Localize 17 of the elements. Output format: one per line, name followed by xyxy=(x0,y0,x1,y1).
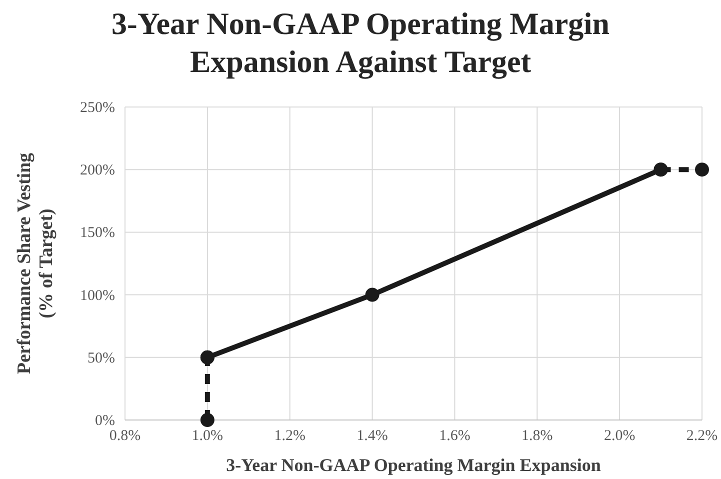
x-axis-title: 3-Year Non-GAAP Operating Margin Expansion xyxy=(226,455,601,475)
y-tick-label: 150% xyxy=(80,225,115,242)
x-tick-label: 0.8% xyxy=(109,428,141,444)
x-tick-label: 2.2% xyxy=(686,428,718,444)
x-tick-label: 1.4% xyxy=(356,428,388,444)
x-tick-label: 1.8% xyxy=(522,428,553,444)
y-axis-title: Performance Share Vesting (% of Target) xyxy=(14,152,57,374)
y-tick-label: 50% xyxy=(88,350,115,366)
chart-title: 3-Year Non-GAAP Operating Margin Expansion Against Target xyxy=(112,6,610,79)
x-tick-label: 2.0% xyxy=(604,428,636,444)
x-tick-label: 1.6% xyxy=(439,428,470,444)
y-tick-label: 100% xyxy=(80,288,115,304)
y-tick-label: 250% xyxy=(80,100,115,116)
y-tick-label: 0% xyxy=(95,413,115,429)
x-tick-label: 1.0% xyxy=(192,428,224,444)
y-tick-label: 200% xyxy=(80,162,115,179)
x-tick-label: 1.2% xyxy=(274,428,306,444)
